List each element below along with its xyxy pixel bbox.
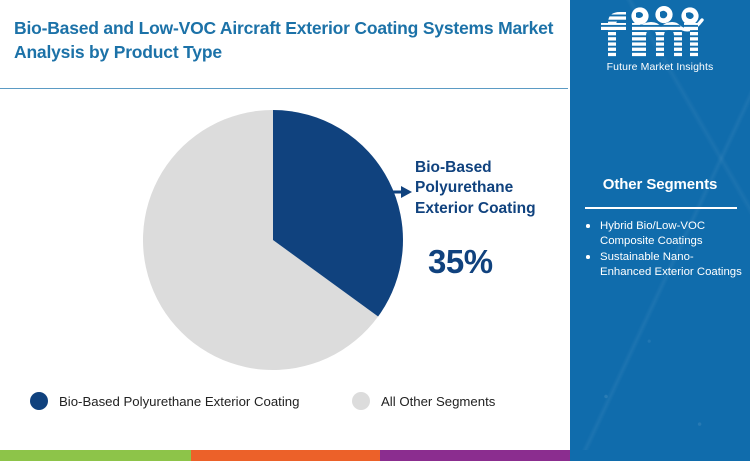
legend-item-all-other: All Other Segments <box>352 392 495 410</box>
legend-item-bio-based: Bio-Based Polyurethane Exterior Coating <box>30 392 299 410</box>
globe-asia-icon <box>681 7 699 25</box>
other-segments-list-item: Sustainable Nano-Enhanced Exterior Coati… <box>578 250 744 280</box>
page-title: Bio-Based and Low-VOC Aircraft Exterior … <box>14 18 554 63</box>
legend-dot-all-other <box>352 392 370 410</box>
other-segments-list-item: Hybrid Bio/Low-VOC Composite Coatings <box>578 219 744 249</box>
pie-slice-bio-based-polyurethane <box>273 110 403 317</box>
other-segments-item-label: Hybrid Bio/Low-VOC Composite Coatings <box>600 220 706 248</box>
other-segments-item-label: Sustainable Nano-Enhanced Exterior Coati… <box>600 251 742 279</box>
globe-americas-icon <box>631 7 649 25</box>
bar-segment-green <box>0 450 192 461</box>
legend-label-bio-based: Bio-Based Polyurethane Exterior Coating <box>59 393 300 409</box>
title-divider <box>0 88 568 89</box>
bar-segment-blue <box>570 450 750 461</box>
fmi-logo-mark <box>601 6 704 58</box>
other-segments-heading: Other Segments <box>602 176 718 193</box>
bottom-color-bar <box>0 450 750 461</box>
arrow-right-icon <box>386 186 412 198</box>
pie-chart-svg <box>142 109 403 370</box>
chart-legend: Bio-Based Polyurethane Exterior Coating … <box>30 392 550 420</box>
pie-chart <box>142 109 403 370</box>
legend-dot-bio-based <box>30 392 48 410</box>
website-url[interactable]: www.futuremarketinsights.com <box>14 432 166 444</box>
fmi-logo-tagline: Future Market Insights <box>606 61 714 73</box>
other-segments-divider <box>585 207 737 209</box>
globe-europe-icon <box>655 6 673 24</box>
callout-value: 35% <box>428 243 493 280</box>
legend-label-all-other: All Other Segments <box>381 393 496 409</box>
other-segments-list: Hybrid Bio/Low-VOC Composite Coatings Su… <box>578 219 744 281</box>
bar-segment-purple <box>380 450 570 461</box>
bullet-icon <box>586 255 590 259</box>
bar-segment-orange <box>191 450 381 461</box>
callout-label: Bio-Based Polyurethane Exterior Coating <box>415 159 536 217</box>
bullet-icon <box>586 224 590 228</box>
pie-slice-all-other-segments <box>142 109 379 370</box>
fmi-logo: Future Market Insights <box>570 4 750 82</box>
